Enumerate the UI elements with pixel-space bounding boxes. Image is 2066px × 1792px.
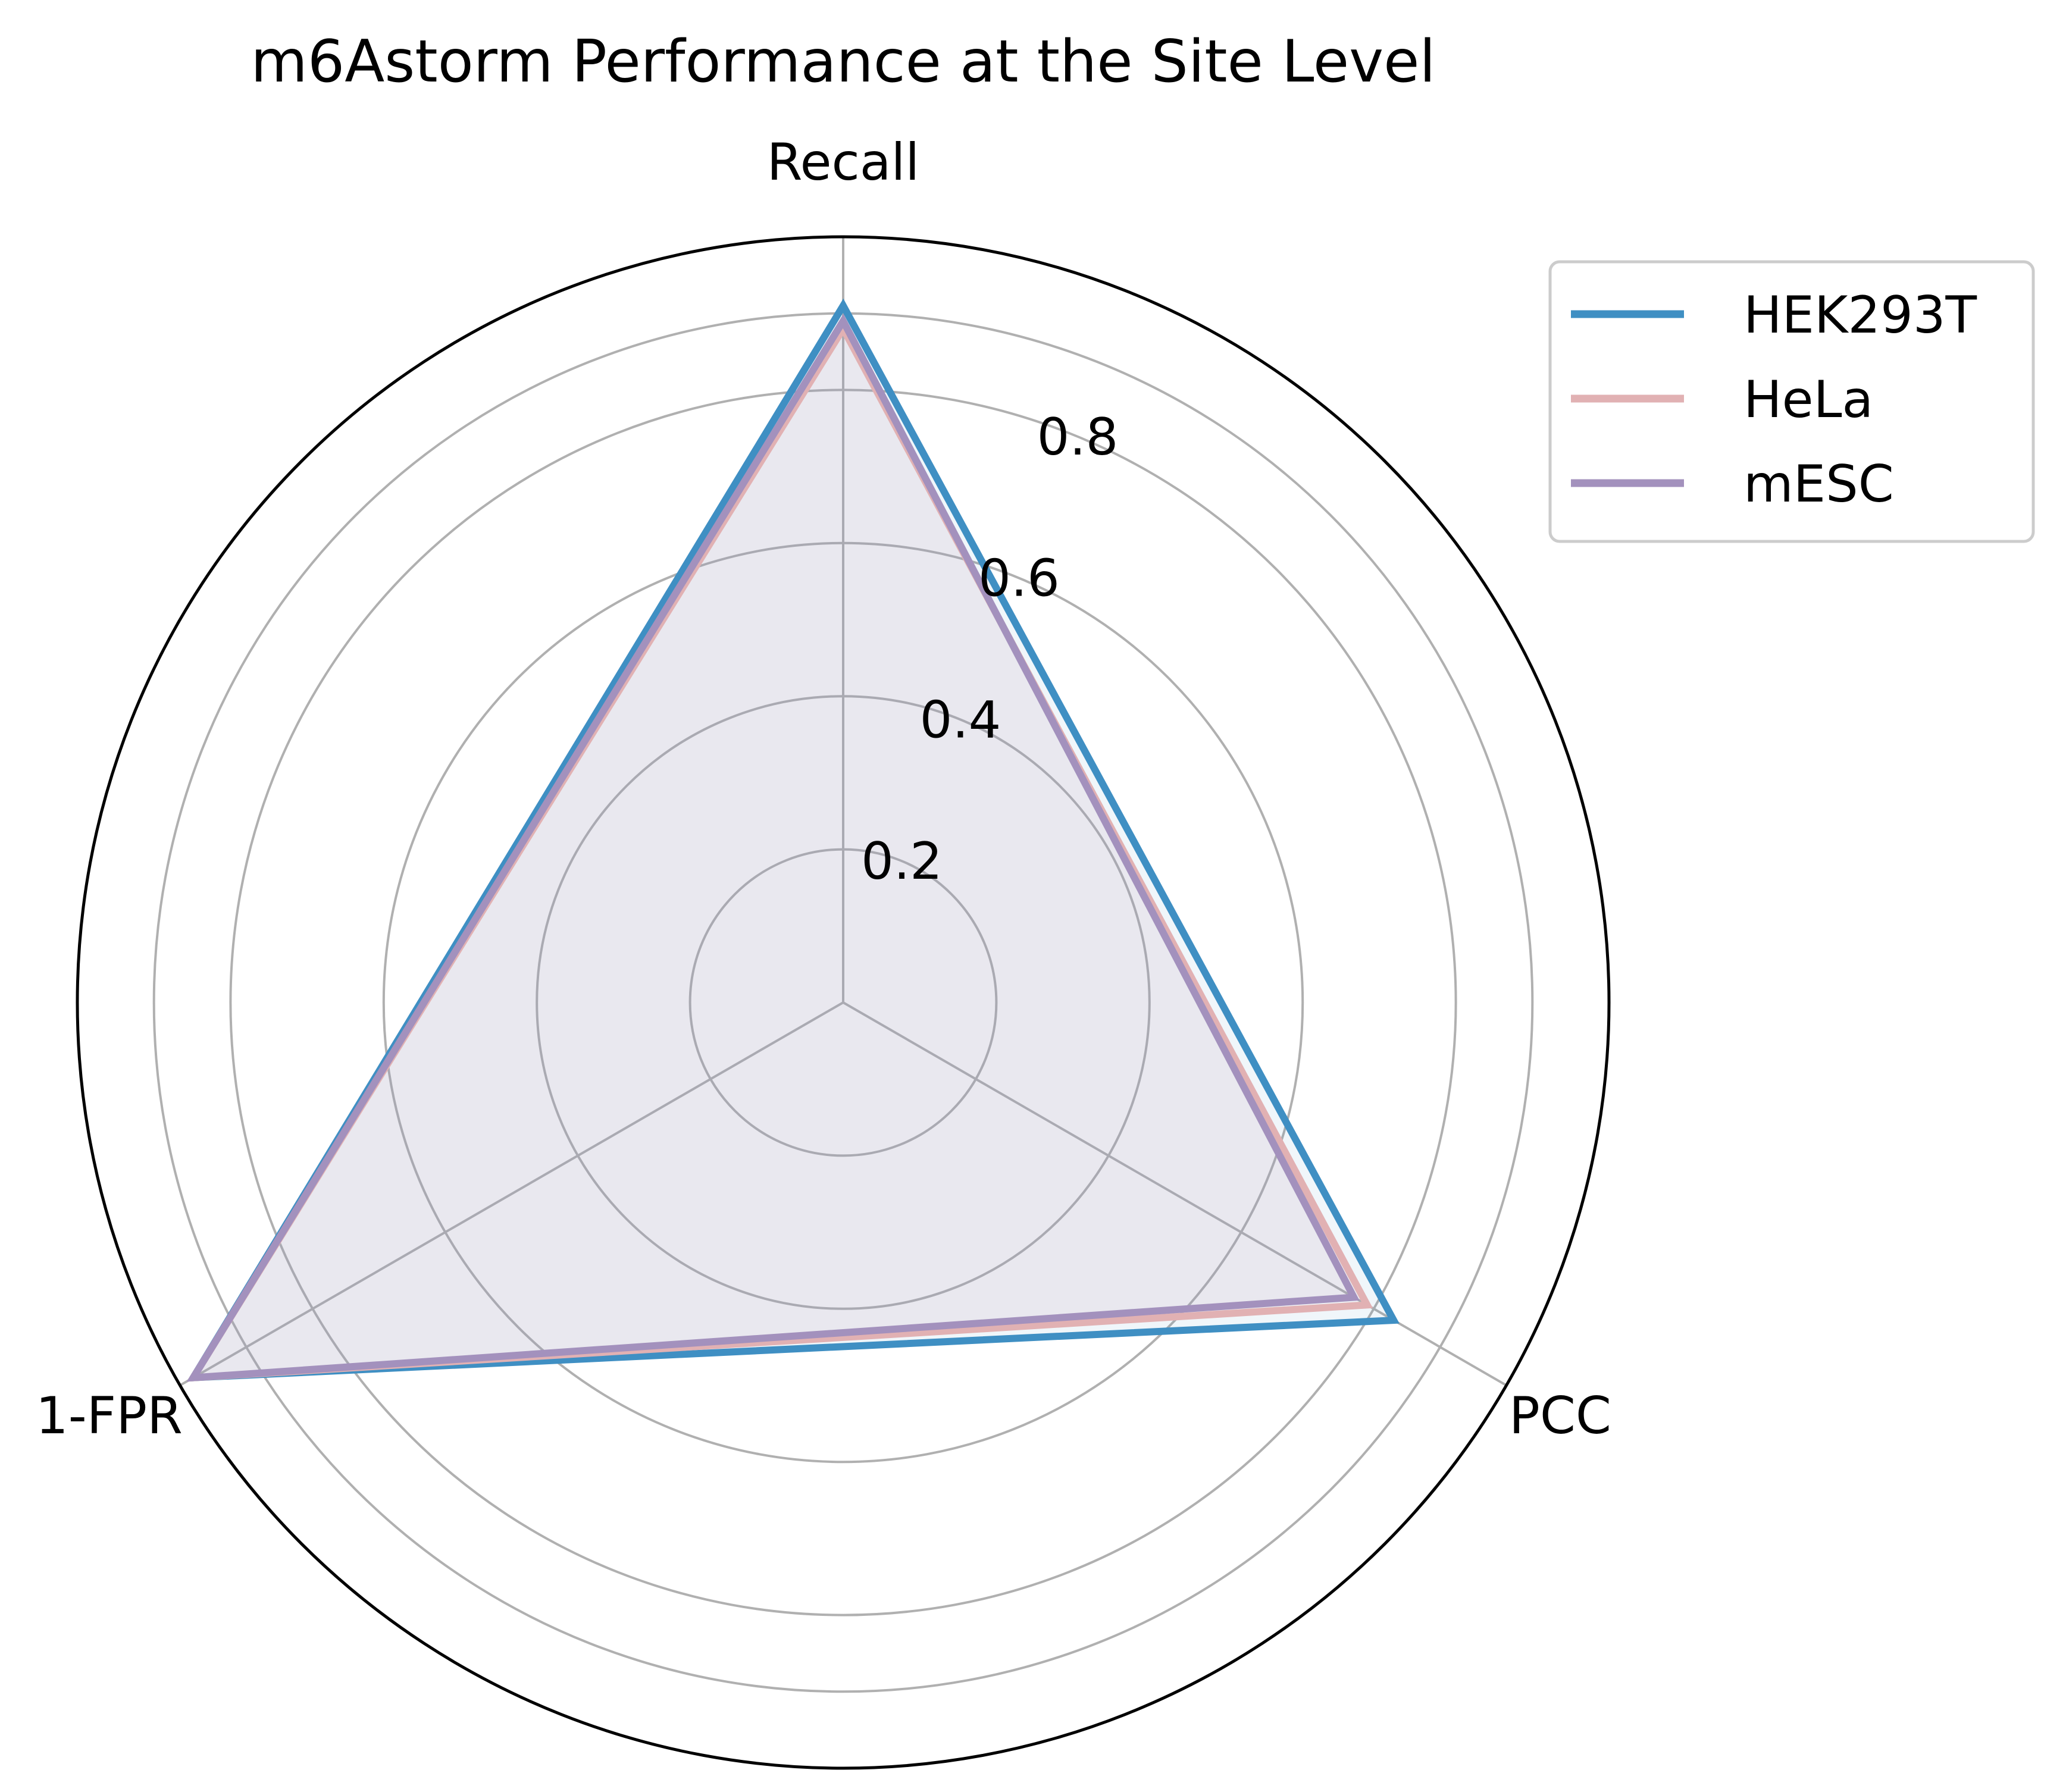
radar-fills (193, 305, 1394, 1378)
axis-label: Recall (767, 133, 920, 192)
radial-tick-label: 0.8 (1037, 408, 1119, 467)
axis-label: PCC (1509, 1386, 1611, 1446)
legend-box (1548, 260, 2035, 543)
grid-spoke (179, 1001, 844, 1387)
series-line (186, 314, 1360, 1382)
radar-series (186, 298, 1400, 1382)
radial-tick-labels: 0.2 0.4 0.6 0.8 (861, 408, 1118, 891)
axis-labels: Recall PCC 1-FPR (36, 133, 1611, 1446)
series-fill (193, 328, 1367, 1378)
legend-label: mESC (1743, 455, 1894, 514)
series-fill (193, 305, 1394, 1378)
axis-label: 1-FPR (36, 1386, 183, 1446)
chart-title: m6Astorm Performance at the Site Level (251, 28, 1435, 96)
legend-label: HEK293T (1743, 286, 1977, 345)
outer-frame (76, 235, 1611, 1770)
radial-tick-label: 0.4 (920, 690, 1001, 750)
legend: HEK293T HeLa mESC (1548, 260, 2035, 543)
series-fill (193, 321, 1354, 1378)
radial-tick-label: 0.6 (978, 549, 1060, 609)
series-line (186, 298, 1400, 1382)
radial-tick-label: 0.2 (861, 832, 943, 891)
legend-label: HeLa (1743, 370, 1873, 430)
